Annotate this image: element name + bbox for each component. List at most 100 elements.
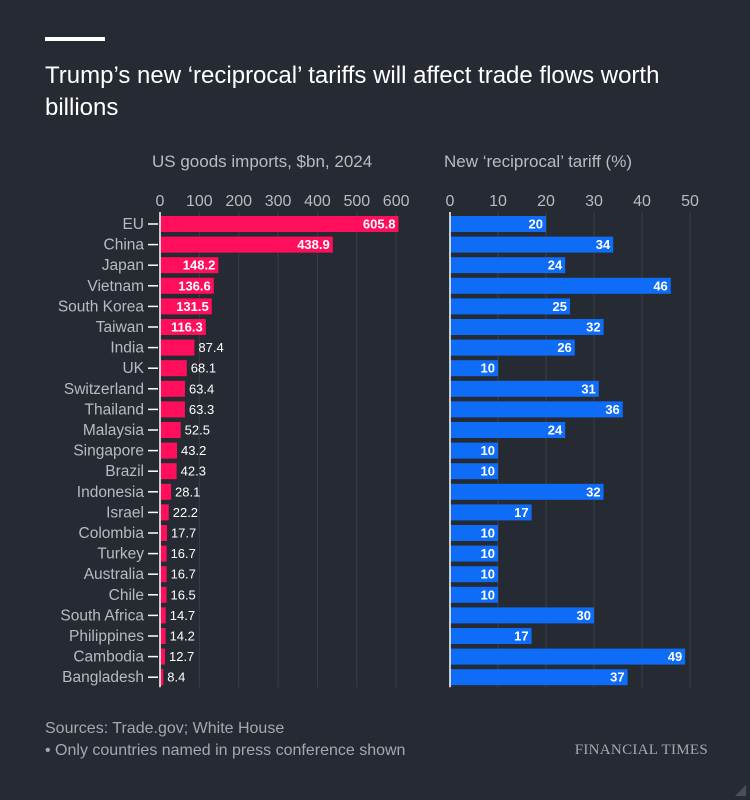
imports-value-label: 22.2 (173, 505, 198, 520)
imports-value-label: 438.9 (297, 237, 330, 252)
category-label: China (104, 237, 145, 254)
brand-logo: FINANCIAL TIMES (574, 742, 708, 758)
imports-bar (160, 566, 167, 583)
tariff-value-label: 32 (586, 484, 600, 499)
imports-value-label: 605.8 (363, 217, 396, 232)
tariff-bar (450, 483, 604, 500)
footnote: • Only countries named in press conferen… (45, 742, 406, 759)
top-rule (45, 37, 105, 41)
imports-bar (160, 422, 181, 438)
tariff-value-label: 31 (581, 381, 595, 396)
imports-bar (160, 545, 167, 562)
tariff-axis-title: New ‘reciprocal’ tariff (%) (444, 152, 632, 171)
imports-tick-label: 300 (265, 193, 292, 210)
imports-bar (160, 463, 177, 480)
imports-tick-label: 0 (156, 193, 165, 210)
tariff-value-label: 36 (605, 402, 619, 417)
tariff-tick-label: 10 (489, 193, 507, 210)
tariff-bar (450, 442, 498, 459)
tariff-bar (450, 380, 599, 397)
tariff-value-label: 24 (548, 423, 563, 438)
category-label: Australia (84, 566, 145, 583)
imports-bar (160, 277, 214, 294)
imports-value-label: 68.1 (191, 361, 216, 376)
tariff-bar (450, 216, 546, 232)
tariff-value-label: 34 (596, 237, 611, 252)
tariff-bar (450, 277, 671, 294)
tariff-value-label: 10 (481, 567, 495, 582)
tariff-bar (450, 566, 498, 583)
category-label: Turkey (97, 546, 144, 563)
category-label: Cambodia (73, 649, 144, 666)
category-label: South Korea (58, 298, 145, 315)
tariff-tick-label: 50 (681, 193, 699, 210)
category-label: Taiwan (96, 319, 144, 336)
imports-value-label: 16.7 (171, 546, 196, 561)
imports-axis-title: US goods imports, $bn, 2024 (152, 152, 372, 171)
imports-bar (160, 360, 187, 377)
tariff-bar (450, 545, 498, 562)
imports-value-label: 116.3 (171, 320, 203, 335)
tariff-bar (450, 669, 628, 686)
imports-value-label: 14.7 (170, 608, 195, 623)
category-label: South Africa (60, 607, 144, 624)
tariff-bar (450, 401, 623, 418)
imports-value-label: 17.7 (171, 526, 196, 541)
imports-value-label: 63.4 (189, 381, 214, 396)
tariff-value-label: 25 (553, 299, 567, 314)
category-label: Malaysia (83, 422, 145, 439)
imports-tick-label: 600 (383, 193, 410, 210)
tariff-bar (450, 257, 566, 274)
tariff-bar (450, 504, 532, 521)
imports-bar (160, 401, 185, 418)
imports-bar (160, 586, 167, 603)
tariff-tick-label: 40 (633, 193, 651, 210)
tariff-value-label: 10 (481, 587, 495, 602)
tariff-value-label: 10 (481, 464, 495, 479)
imports-tick-label: 400 (304, 193, 331, 210)
tariff-value-label: 10 (481, 526, 495, 541)
category-label: Philippines (69, 628, 144, 645)
tariff-bar (450, 339, 575, 356)
tariff-value-label: 17 (514, 629, 528, 644)
category-label: EU (122, 216, 144, 233)
imports-bar (160, 442, 178, 459)
category-label: Indonesia (77, 484, 145, 501)
imports-bar (160, 483, 172, 500)
tariff-tick-label: 30 (585, 193, 603, 210)
tariff-bar (450, 236, 614, 253)
tariff-bar (450, 298, 570, 315)
imports-bar (160, 236, 333, 253)
imports-value-label: 28.1 (175, 484, 200, 499)
imports-bar (160, 339, 195, 356)
category-label: Singapore (73, 443, 144, 460)
imports-value-label: 52.5 (185, 423, 210, 438)
tariff-value-label: 32 (586, 320, 600, 335)
imports-value-label: 87.4 (198, 340, 223, 355)
tariff-bar (450, 360, 498, 377)
imports-bar (160, 628, 166, 644)
imports-value-label: 42.3 (181, 464, 206, 479)
tariff-tick-label: 20 (537, 193, 555, 210)
category-label: Bangladesh (62, 669, 144, 686)
category-label: Chile (109, 587, 144, 604)
tariff-value-label: 17 (514, 505, 528, 520)
tariff-bar (450, 319, 604, 335)
imports-tick-label: 200 (225, 193, 252, 210)
imports-value-label: 43.2 (181, 443, 206, 458)
category-label: India (110, 340, 144, 357)
imports-tick-label: 100 (186, 193, 213, 210)
category-label: Colombia (79, 525, 145, 542)
tariff-bar (450, 586, 498, 603)
imports-bar (160, 216, 399, 232)
tariff-bar (450, 525, 498, 541)
imports-bar (160, 607, 166, 624)
corner-mark (735, 785, 746, 796)
imports-tick-label: 500 (343, 193, 370, 210)
imports-bar (160, 669, 164, 686)
tariff-bar (450, 422, 566, 438)
imports-value-label: 63.3 (189, 402, 214, 417)
imports-value-label: 12.7 (169, 649, 194, 664)
imports-bar (160, 525, 167, 541)
